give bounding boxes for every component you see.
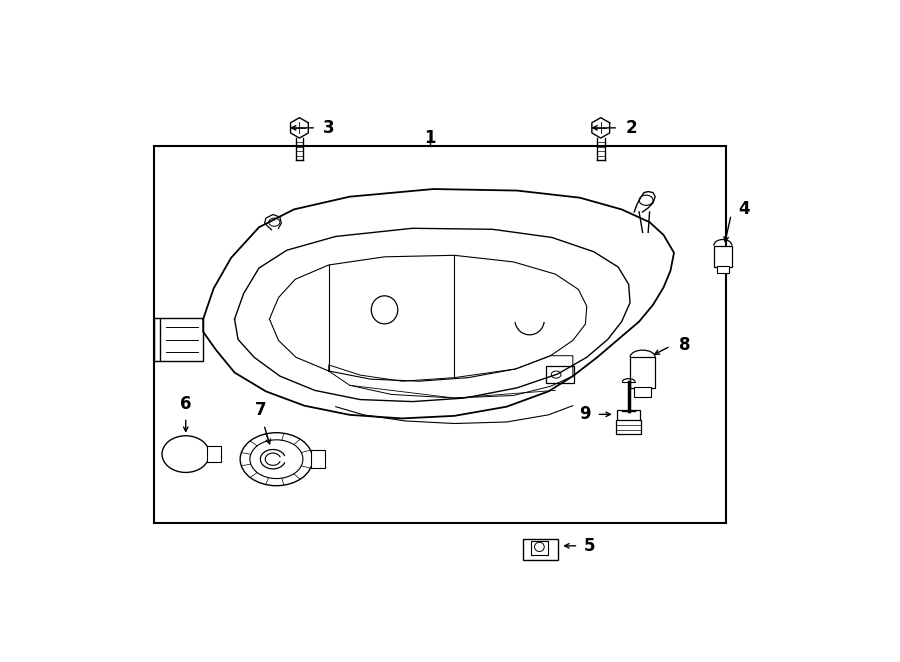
Text: 5: 5 bbox=[583, 537, 595, 555]
Text: 1: 1 bbox=[424, 129, 436, 147]
Bar bbox=[714, 246, 732, 267]
Bar bbox=[630, 357, 655, 388]
Bar bbox=[716, 266, 729, 273]
Text: 9: 9 bbox=[579, 405, 590, 423]
Bar bbox=[634, 387, 651, 397]
Bar bbox=[523, 539, 557, 560]
Bar bbox=[207, 446, 220, 462]
Bar bbox=[155, 146, 726, 523]
Bar bbox=[546, 367, 574, 383]
Text: 3: 3 bbox=[323, 119, 335, 137]
Circle shape bbox=[240, 433, 312, 486]
Text: 6: 6 bbox=[180, 395, 192, 413]
Bar bbox=[160, 318, 203, 361]
Bar bbox=[311, 450, 325, 469]
Text: 4: 4 bbox=[738, 201, 750, 218]
Text: 8: 8 bbox=[679, 336, 690, 354]
Text: 2: 2 bbox=[626, 119, 637, 137]
Bar bbox=[616, 420, 641, 434]
Text: 7: 7 bbox=[256, 401, 267, 420]
Bar bbox=[531, 541, 548, 555]
Bar bbox=[617, 410, 640, 421]
Ellipse shape bbox=[162, 436, 210, 473]
